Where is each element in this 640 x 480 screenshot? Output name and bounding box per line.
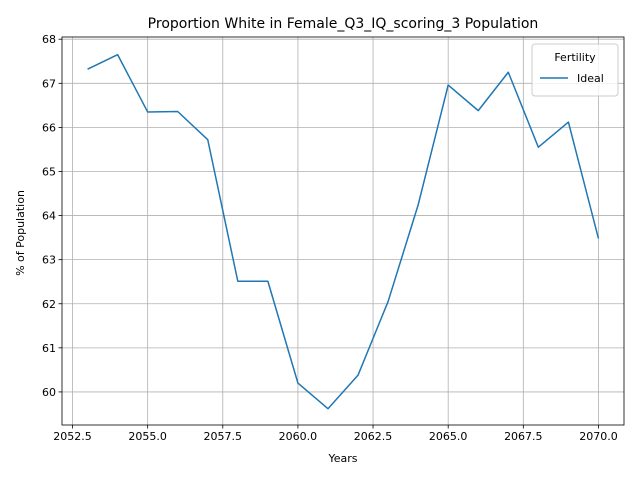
plot-frame [61,36,625,426]
y-tick-label: 60 [42,386,56,399]
y-axis-ticks: 60 61 62 63 64 65 66 67 68 [42,33,62,399]
y-tick-label: 67 [42,77,56,90]
legend-entry-label: Ideal [577,72,604,85]
y-tick-label: 64 [42,210,56,223]
chart-title: Proportion White in Female_Q3_IQ_scoring… [148,16,539,32]
x-tick-label: 2067.5 [504,430,543,443]
x-tick-label: 2060.0 [279,430,318,443]
legend-box [531,43,619,97]
series-layer [87,53,600,410]
x-axis-label: Years [327,452,357,465]
y-tick-label: 61 [42,342,56,355]
series-line-ideal [87,53,600,410]
x-axis-ticks: 2052.5 2055.0 2057.5 2060.0 2062.5 2065.0 2067… [53,425,618,443]
y-tick-label: 66 [42,121,56,134]
y-axis-label: % of Population [14,190,27,276]
legend-title: Fertility [554,51,596,64]
x-tick-label: 2055.0 [128,430,167,443]
x-tick-label: 2065.0 [429,430,468,443]
y-tick-label: 62 [42,298,56,311]
x-tick-label: 2057.5 [204,430,243,443]
x-tick-label: 2062.5 [354,430,393,443]
legend: Fertility Ideal [531,43,619,97]
y-tick-label: 65 [42,165,56,178]
y-tick-label: 63 [42,254,56,267]
x-tick-label: 2070.0 [579,430,618,443]
grid [62,37,624,425]
x-tick-label: 2052.5 [53,430,92,443]
y-tick-label: 68 [42,33,56,46]
